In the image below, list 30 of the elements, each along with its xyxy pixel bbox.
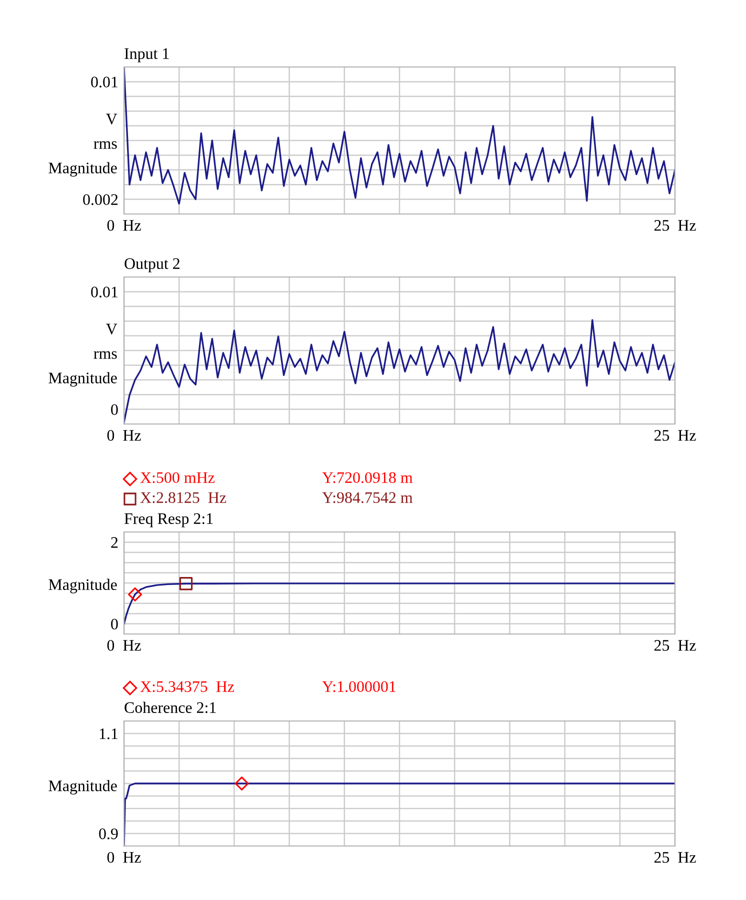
text: Y:1.000001 bbox=[322, 681, 396, 692]
legend-label: X:5.34375 Hz bbox=[140, 681, 234, 692]
x-tick-label: 0 Hz bbox=[107, 430, 141, 441]
x-tick-label: 25 Hz bbox=[654, 220, 696, 231]
y-axis-title: V rms Magnitude bbox=[48, 114, 118, 177]
text: Y:720.0918 m bbox=[322, 472, 413, 484]
y-tick-label: 0 bbox=[111, 618, 118, 630]
y-axis-title: Magnitude bbox=[48, 780, 117, 795]
x-tick-label: 0 Hz bbox=[107, 852, 141, 863]
y-tick-label: 2 bbox=[111, 537, 118, 548]
x-tick-label: 25 Hz bbox=[654, 852, 696, 863]
y-tick-label: 0.01 bbox=[91, 286, 118, 298]
y-tick-label: 0.9 bbox=[99, 828, 118, 840]
chart-title: Input 1 bbox=[124, 48, 169, 62]
y-tick-label: 0.01 bbox=[91, 76, 118, 88]
chart-title: Freq Resp 2:1 bbox=[124, 513, 213, 528]
y-tick-label: 0 bbox=[111, 404, 118, 415]
x-tick-label: 25 Hz bbox=[654, 640, 696, 651]
x-tick-label: 0 Hz bbox=[107, 220, 141, 231]
chart-title: Coherence 2:1 bbox=[124, 702, 216, 714]
y-tick-label: 1.1 bbox=[100, 728, 118, 740]
y-axis-title: V rms Magnitude bbox=[48, 324, 118, 387]
x-tick-label: 0 Hz bbox=[107, 640, 141, 651]
legend-label: X:2.8125 Hz bbox=[140, 492, 226, 504]
x-tick-label: 25 Hz bbox=[654, 430, 696, 441]
y-tick-label: 0.002 bbox=[83, 194, 118, 206]
legend-label: X:500 mHz bbox=[140, 472, 215, 484]
y-axis-title: Magnitude bbox=[48, 578, 117, 594]
text: Y:984.7542 m bbox=[322, 492, 413, 504]
chart-title: Output 2 bbox=[124, 258, 180, 272]
